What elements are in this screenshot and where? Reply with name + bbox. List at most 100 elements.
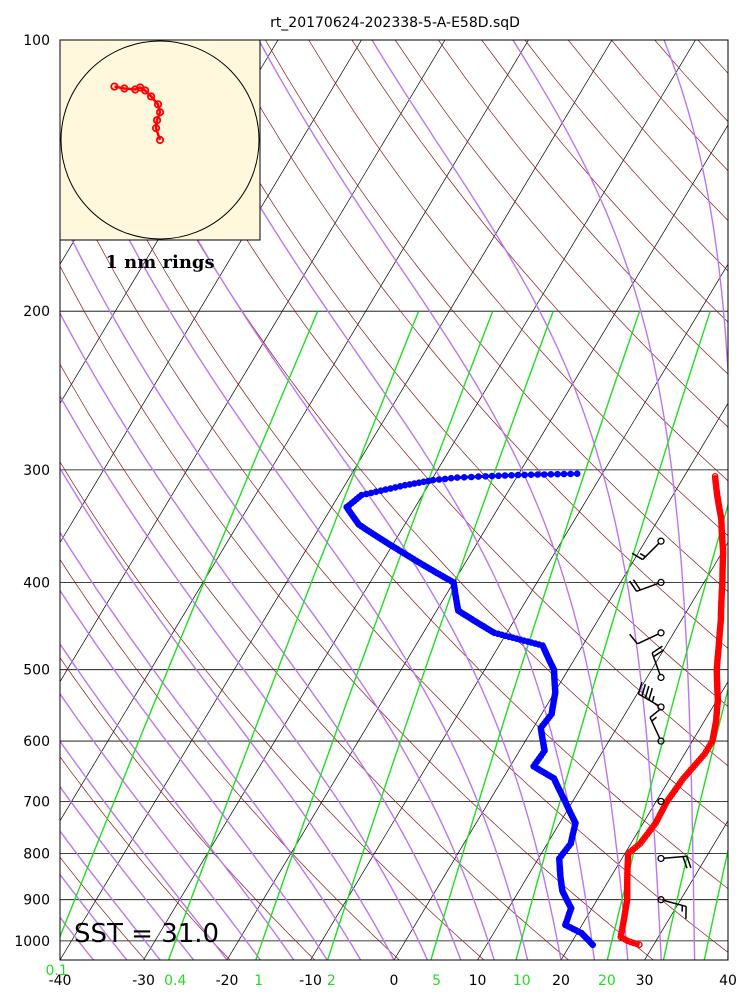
wind-barb bbox=[637, 681, 665, 711]
wind-barb-station bbox=[657, 797, 665, 806]
background-grid bbox=[0, 40, 728, 960]
wind-barb-station bbox=[657, 896, 665, 904]
moist-adiabat-line bbox=[60, 394, 429, 960]
pressure-tick-label: 700 bbox=[23, 794, 50, 810]
temperature-point bbox=[715, 644, 722, 652]
temperature-tick-label: -20 bbox=[216, 973, 239, 989]
pressure-tick-label: 800 bbox=[23, 847, 50, 863]
wind-barb-station bbox=[657, 537, 665, 545]
wind-barb bbox=[657, 896, 687, 919]
isotherm-line bbox=[60, 40, 529, 822]
dewpoint-point bbox=[567, 470, 574, 478]
mixing-ratio-label: 1 bbox=[254, 973, 263, 989]
dewpoint-point bbox=[435, 476, 443, 483]
dry-adiabat-line bbox=[60, 657, 315, 960]
drift-track-point bbox=[141, 86, 150, 95]
temperature-point bbox=[636, 941, 643, 949]
temperature-point bbox=[624, 867, 631, 875]
dewpoint-point bbox=[560, 470, 568, 478]
dewpoint-point bbox=[534, 471, 542, 478]
dewpoint-point bbox=[488, 472, 496, 480]
dry-adiabat-line bbox=[60, 756, 231, 960]
dewpoint-point bbox=[514, 471, 522, 479]
wind-barb bbox=[629, 578, 665, 592]
pressure-tick-label: 500 bbox=[23, 663, 50, 679]
dewpoint-point bbox=[554, 470, 561, 478]
wind-barb-feather bbox=[632, 579, 641, 591]
wind-barb-feather bbox=[686, 855, 692, 869]
wind-barb-station bbox=[657, 673, 665, 682]
drift-track-point bbox=[120, 84, 129, 93]
isotherm-line bbox=[226, 124, 728, 960]
dry-adiabat-line bbox=[611, 40, 728, 172]
mixing-ratio-line bbox=[255, 310, 494, 960]
temperature-tick-label: -40 bbox=[49, 973, 72, 989]
temperature-point bbox=[624, 861, 632, 868]
temperature-point bbox=[633, 940, 640, 948]
mixing-ratio-label: 2 bbox=[327, 973, 336, 989]
wind-barb-station bbox=[657, 629, 665, 637]
mixing-ratio-label: 0.4 bbox=[164, 973, 186, 989]
pressure-tick-label: 900 bbox=[23, 893, 50, 909]
moist-adiabat-line bbox=[60, 785, 195, 960]
dry-adiabat-line bbox=[135, 40, 728, 767]
wind-barb-station bbox=[657, 737, 665, 745]
dry-adiabat-line bbox=[221, 40, 728, 649]
wind-barb bbox=[629, 629, 665, 645]
dry-adiabat-line bbox=[60, 558, 400, 960]
wind-barb-feather bbox=[631, 552, 644, 561]
dewpoint-point bbox=[501, 472, 509, 479]
temperature-tick-label: -30 bbox=[132, 973, 155, 989]
dry-adiabat-line bbox=[394, 40, 728, 428]
wind-barb-station bbox=[657, 578, 665, 587]
isotherm-line bbox=[60, 40, 362, 544]
wind-barb-feather bbox=[629, 580, 638, 592]
temperature-tick-label: 20 bbox=[552, 973, 570, 989]
temperature-point bbox=[624, 876, 631, 883]
dewpoint-point bbox=[447, 474, 455, 482]
drift-inset bbox=[59, 39, 261, 241]
wind-barb bbox=[651, 645, 665, 682]
drift-track-point bbox=[155, 135, 165, 145]
moist-adiabat-line bbox=[60, 214, 495, 960]
dewpoint-point bbox=[482, 472, 489, 480]
mixing-ratio-line bbox=[326, 310, 554, 960]
isotherm-line bbox=[644, 820, 728, 960]
pressure-tick-label: 600 bbox=[23, 734, 50, 750]
drift-track-point bbox=[146, 92, 156, 101]
dry-adiabat-line bbox=[697, 40, 728, 74]
dry-adiabat-line bbox=[178, 40, 728, 707]
isotherm-line bbox=[0, 40, 28, 960]
temperature-point bbox=[624, 865, 631, 873]
inset-ring-label: 1 nm rings bbox=[105, 252, 214, 273]
chart-title: rt_20170624-202338-5-A-E58D.sqD bbox=[270, 15, 520, 31]
drift-track-point bbox=[110, 82, 119, 91]
mixing-ratio-line bbox=[430, 310, 641, 960]
pressure-tick-label: 100 bbox=[23, 33, 50, 49]
dry-adiabat-line bbox=[60, 64, 728, 890]
mixing-ratio-line bbox=[703, 847, 728, 960]
wind-barbs bbox=[629, 537, 692, 919]
dewpoint-point bbox=[460, 473, 468, 481]
drift-track-point bbox=[153, 100, 163, 109]
temperature-point bbox=[623, 886, 631, 894]
moist-adiabat-line bbox=[60, 531, 362, 960]
dewpoint-point bbox=[541, 471, 548, 478]
moist-adiabat-line bbox=[60, 467, 395, 960]
temperature-point bbox=[623, 880, 631, 887]
wind-barb bbox=[631, 537, 665, 561]
dry-adiabat-line bbox=[60, 166, 728, 953]
dewpoint-point bbox=[467, 473, 475, 481]
temperature-point bbox=[630, 939, 637, 947]
drift-track-point bbox=[151, 124, 161, 133]
temperature-point bbox=[627, 938, 634, 946]
dewpoint-point bbox=[453, 474, 461, 481]
moist-adiabat-line bbox=[60, 311, 462, 960]
wind-barb-feather bbox=[682, 856, 688, 869]
temperature-point bbox=[713, 709, 721, 717]
mixing-ratio-line bbox=[515, 310, 711, 960]
dewpoint-point bbox=[508, 471, 515, 479]
wind-barb-feather bbox=[629, 633, 639, 645]
moist-adiabat-line bbox=[60, 958, 61, 960]
